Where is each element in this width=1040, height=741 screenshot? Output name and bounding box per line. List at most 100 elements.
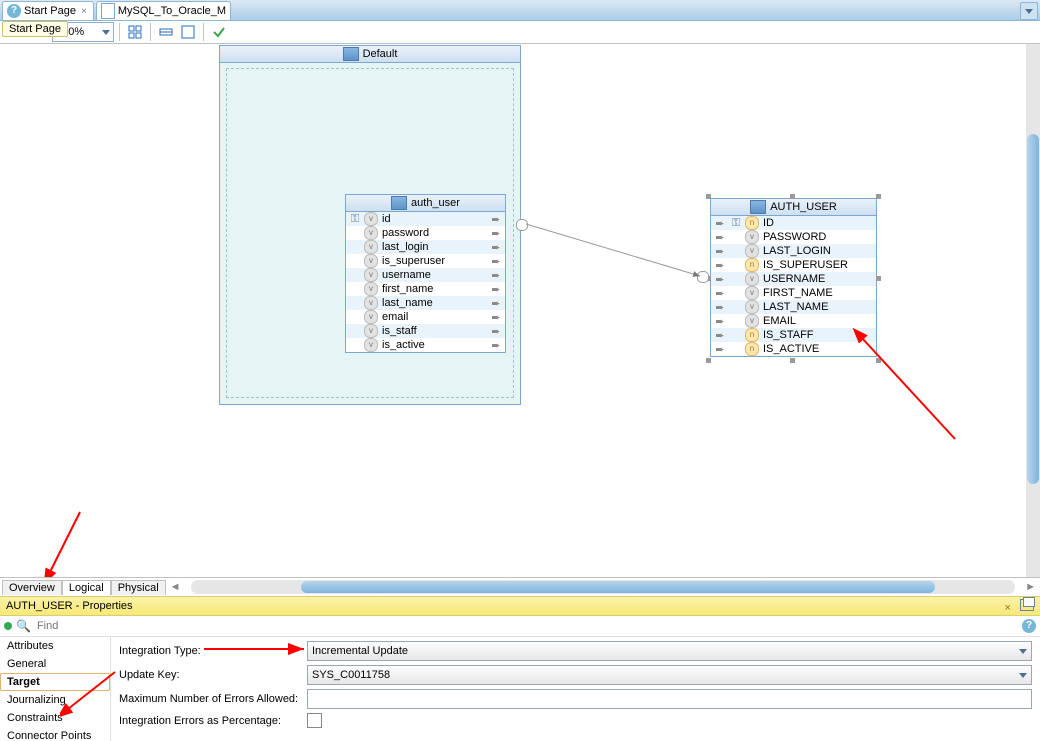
label-update-key: Update Key: xyxy=(119,669,307,681)
column-row[interactable]: ➨nIS_ACTIVE xyxy=(711,342,876,356)
datatype-icon: v xyxy=(745,272,759,286)
side-tab-connector-points[interactable]: Connector Points xyxy=(0,727,110,741)
column-name: is_superuser xyxy=(380,255,487,267)
resize-handle[interactable] xyxy=(706,358,711,363)
side-tab-constraints[interactable]: Constraints xyxy=(0,709,110,727)
resize-handle[interactable] xyxy=(790,358,795,363)
scroll-thumb[interactable] xyxy=(1027,134,1039,484)
column-row[interactable]: vusername➨ xyxy=(346,268,505,282)
column-row[interactable]: vlast_name➨ xyxy=(346,296,505,310)
scroll-thumb[interactable] xyxy=(301,581,936,593)
close-icon[interactable]: × xyxy=(79,6,89,17)
separator xyxy=(203,23,204,41)
scroll-left-icon[interactable]: ◄ xyxy=(166,581,185,593)
column-row[interactable]: vis_active➨ xyxy=(346,338,505,352)
side-tab-target[interactable]: Target xyxy=(0,673,110,691)
output-connector[interactable] xyxy=(516,219,528,231)
column-name: IS_SUPERUSER xyxy=(761,259,874,271)
output-arrow-icon: ➨ xyxy=(489,339,503,352)
chevron-down-icon xyxy=(102,30,110,35)
tab-overview[interactable]: Overview xyxy=(2,580,62,595)
column-name: FIRST_NAME xyxy=(761,287,874,299)
datatype-icon: n xyxy=(745,328,759,342)
search-icon: 🔍 xyxy=(16,619,31,633)
column-row[interactable]: ➨vEMAIL xyxy=(711,314,876,328)
tab-label: MySQL_To_Oracle_M xyxy=(118,5,226,17)
entity-header[interactable]: AUTH_USER xyxy=(711,199,876,216)
column-row[interactable]: vlast_login➨ xyxy=(346,240,505,254)
column-row[interactable]: ➨vFIRST_NAME xyxy=(711,286,876,300)
column-row[interactable]: ⚿vid➨ xyxy=(346,212,505,226)
datatype-icon: v xyxy=(364,310,378,324)
errors-as-percentage-checkbox[interactable] xyxy=(307,713,322,728)
datatype-icon: v xyxy=(745,314,759,328)
properties-form: Integration Type: Incremental Update Upd… xyxy=(111,637,1040,741)
column-row[interactable]: ➨vLAST_NAME xyxy=(711,300,876,314)
side-tab-general[interactable]: General xyxy=(0,655,110,673)
column-row[interactable]: vis_staff➨ xyxy=(346,324,505,338)
column-name: id xyxy=(380,213,487,225)
horizontal-scrollbar[interactable] xyxy=(191,580,1016,594)
column-row[interactable]: ➨⚿nID xyxy=(711,216,876,230)
input-arrow-icon: ➨ xyxy=(713,273,727,286)
entity-title: AUTH_USER xyxy=(770,199,837,215)
tab-mapping-doc[interactable]: MySQL_To_Oracle_M xyxy=(96,1,231,20)
datatype-icon: v xyxy=(364,338,378,352)
help-icon[interactable]: ? xyxy=(1022,619,1036,633)
column-name: email xyxy=(380,311,487,323)
tab-overflow-button[interactable] xyxy=(1020,2,1038,20)
tab-logical[interactable]: Logical xyxy=(62,580,111,595)
label-integration-type: Integration Type: xyxy=(119,645,307,657)
restore-icon[interactable] xyxy=(1020,599,1034,611)
tab-physical[interactable]: Physical xyxy=(111,580,166,595)
input-connector[interactable] xyxy=(697,271,709,283)
resize-handle[interactable] xyxy=(876,276,881,281)
datatype-icon: v xyxy=(364,324,378,338)
combo-value: SYS_C0011758 xyxy=(312,669,390,681)
resize-handle[interactable] xyxy=(876,358,881,363)
column-row[interactable]: vpassword➨ xyxy=(346,226,505,240)
column-row[interactable]: ➨nIS_STAFF xyxy=(711,328,876,342)
validate-button[interactable] xyxy=(209,22,229,42)
table-icon xyxy=(391,196,407,210)
column-row[interactable]: ➨vUSERNAME xyxy=(711,272,876,286)
start-page-tooltip: Start Page xyxy=(2,21,68,37)
side-tab-journalizing[interactable]: Journalizing xyxy=(0,691,110,709)
integration-type-select[interactable]: Incremental Update xyxy=(307,641,1032,661)
side-tab-attributes[interactable]: Attributes xyxy=(0,637,110,655)
key-icon: ⚿ xyxy=(348,213,362,226)
resize-handle[interactable] xyxy=(790,194,795,199)
update-key-select[interactable]: SYS_C0011758 xyxy=(307,665,1032,685)
close-icon[interactable]: × xyxy=(999,602,1017,614)
column-row[interactable]: vfirst_name➨ xyxy=(346,282,505,296)
datatype-icon: v xyxy=(364,212,378,226)
expand-button[interactable] xyxy=(178,22,198,42)
entity-header[interactable]: auth_user xyxy=(346,195,505,212)
column-row[interactable]: ➨nIS_SUPERUSER xyxy=(711,258,876,272)
output-arrow-icon: ➨ xyxy=(489,213,503,226)
max-errors-input[interactable] xyxy=(307,689,1032,709)
separator xyxy=(150,23,151,41)
properties-search-input[interactable] xyxy=(35,619,639,633)
key-icon: ⚿ xyxy=(729,217,743,230)
column-row[interactable]: vis_superuser➨ xyxy=(346,254,505,268)
scroll-right-icon[interactable]: ► xyxy=(1021,581,1040,593)
output-arrow-icon: ➨ xyxy=(489,255,503,268)
label-max-errors: Maximum Number of Errors Allowed: xyxy=(119,693,307,705)
mapping-icon xyxy=(101,3,115,19)
mapping-canvas[interactable]: Default auth_user ⚿vid➨vpassword➨vlast_l… xyxy=(0,44,1040,577)
column-row[interactable]: ➨vLAST_LOGIN xyxy=(711,244,876,258)
tab-start-page[interactable]: ? Start Page × xyxy=(2,1,94,20)
column-row[interactable]: vemail➨ xyxy=(346,310,505,324)
fit-to-window-button[interactable] xyxy=(125,22,145,42)
datatype-icon: v xyxy=(745,244,759,258)
column-row[interactable]: ➨vPASSWORD xyxy=(711,230,876,244)
form-row: Integration Type: Incremental Update xyxy=(119,641,1032,661)
vertical-scrollbar[interactable] xyxy=(1026,44,1040,577)
source-entity[interactable]: auth_user ⚿vid➨vpassword➨vlast_login➨vis… xyxy=(345,194,506,353)
target-entity[interactable]: AUTH_USER ➨⚿nID➨vPASSWORD➨vLAST_LOGIN➨nI… xyxy=(710,198,877,357)
resize-handle[interactable] xyxy=(706,194,711,199)
resize-handle[interactable] xyxy=(876,194,881,199)
collapse-button[interactable] xyxy=(156,22,176,42)
column-name: LAST_LOGIN xyxy=(761,245,874,257)
